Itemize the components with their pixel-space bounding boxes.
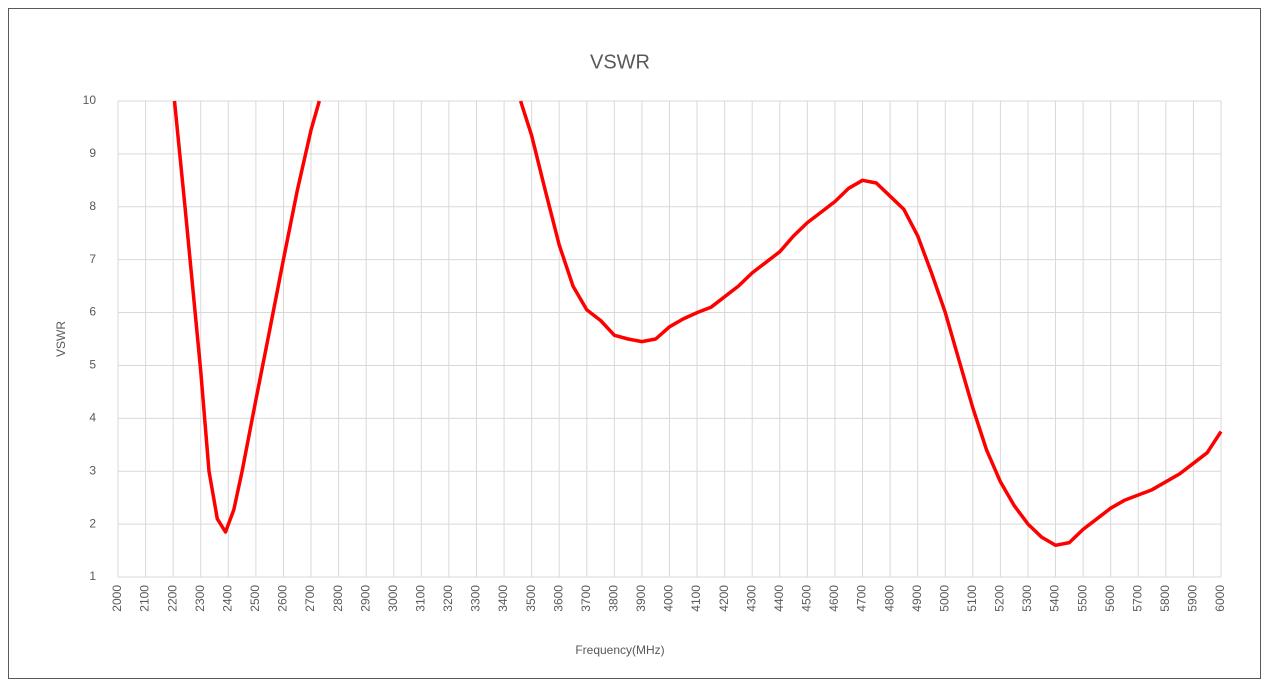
x-tick-label: 5900	[1186, 585, 1200, 612]
x-tick-label: 3700	[579, 585, 593, 612]
x-tick-label: 2600	[276, 585, 290, 612]
x-tick-label: 2700	[303, 585, 317, 612]
x-tick-label: 5300	[1020, 585, 1034, 612]
x-tick-label: 3100	[413, 585, 427, 612]
x-tick-label: 4500	[800, 585, 814, 612]
x-tick-label: 2900	[358, 585, 372, 612]
y-tick-label: 7	[89, 252, 96, 266]
x-tick-label: 5700	[1130, 585, 1144, 612]
x-tick-label: 2100	[138, 585, 152, 612]
x-tick-label: 4700	[855, 585, 869, 612]
x-tick-label: 4200	[717, 585, 731, 612]
x-tick-label: 5000	[937, 585, 951, 612]
x-axis-label: Frequency(MHz)	[575, 643, 664, 657]
x-tick-label: 5800	[1158, 585, 1172, 612]
x-tick-label: 5600	[1103, 585, 1117, 612]
x-tick-label: 4900	[910, 585, 924, 612]
chart-frame	[8, 8, 1261, 679]
x-tick-label: 2200	[165, 585, 179, 612]
y-tick-label: 2	[89, 516, 96, 530]
y-tick-label: 9	[89, 146, 96, 160]
y-tick-label: 3	[89, 463, 96, 477]
y-axis-label: VSWR	[54, 321, 68, 357]
x-tick-label: 5200	[993, 585, 1007, 612]
x-tick-label: 4800	[882, 585, 896, 612]
x-tick-label: 2800	[331, 585, 345, 612]
x-tick-label: 3000	[386, 585, 400, 612]
x-tick-label: 3300	[469, 585, 483, 612]
x-tick-label: 5500	[1075, 585, 1089, 612]
y-tick-label: 1	[89, 569, 96, 583]
x-tick-label: 5400	[1048, 585, 1062, 612]
x-tick-label: 4300	[744, 585, 758, 612]
x-tick-label: 3600	[551, 585, 565, 612]
y-tick-label: 10	[83, 93, 97, 107]
x-tick-label: 6000	[1213, 585, 1227, 612]
y-tick-label: 4	[89, 411, 96, 425]
x-tick-label: 3500	[524, 585, 538, 612]
x-tick-label: 2400	[220, 585, 234, 612]
y-tick-label: 8	[89, 199, 96, 213]
chart-title: VSWR	[590, 51, 650, 73]
x-tick-label: 5100	[965, 585, 979, 612]
x-tick-label: 3900	[634, 585, 648, 612]
data-line	[172, 100, 1223, 548]
x-tick-label: 3200	[441, 585, 455, 612]
y-tick-label: 6	[89, 305, 96, 319]
x-tick-label: 3800	[607, 585, 621, 612]
x-tick-label: 2300	[193, 585, 207, 612]
x-tick-label: 3400	[496, 585, 510, 612]
x-tick-label: 4400	[772, 585, 786, 612]
x-tick-label: 2000	[110, 585, 124, 612]
x-tick-label: 4600	[827, 585, 841, 612]
x-tick-label: 4100	[689, 585, 703, 612]
x-tick-label: 2500	[248, 585, 262, 612]
y-tick-label: 5	[89, 358, 96, 372]
x-tick-label: 4000	[662, 585, 676, 612]
